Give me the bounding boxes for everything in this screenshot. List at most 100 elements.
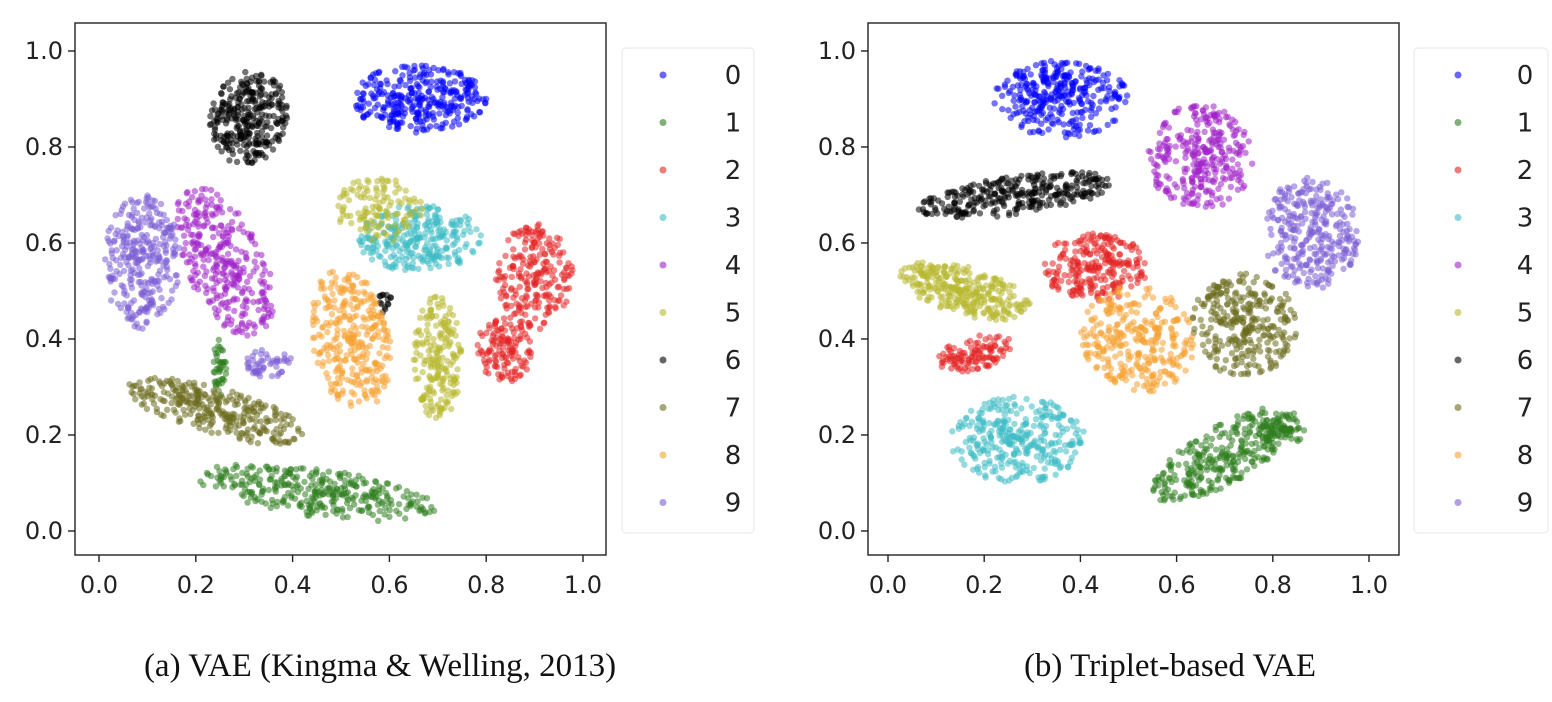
scatter-point-6 [258, 71, 265, 79]
scatter-point-8 [384, 332, 392, 340]
scatter-point-4 [177, 224, 185, 231]
scatter-point-2 [501, 320, 509, 327]
scatter-point-3 [1011, 400, 1018, 408]
scatter-point-0 [1053, 64, 1061, 72]
scatter-point-2 [507, 314, 514, 321]
scatter-point-4 [208, 201, 215, 208]
scatter-point-4 [236, 269, 243, 277]
scatter-point-0 [483, 95, 490, 103]
scatter-point-2 [554, 284, 561, 291]
scatter-point-3 [961, 461, 968, 468]
scatter-point-8 [384, 344, 391, 352]
scatter-point-3 [989, 468, 996, 475]
scatter-point-2 [969, 365, 976, 373]
scatter-point-2 [1077, 237, 1084, 244]
scatter-point-0 [420, 127, 428, 134]
scatter-points-a [102, 62, 576, 524]
scatter-point-7 [267, 417, 274, 424]
scatter-point-1 [1269, 439, 1277, 447]
scatter-point-2 [492, 318, 500, 325]
scatter-point-6 [380, 291, 387, 299]
scatter-point-1 [423, 495, 431, 502]
scatter-point-2 [976, 332, 983, 339]
scatter-point-8 [348, 351, 355, 358]
scatter-point-3 [1076, 439, 1083, 447]
scatter-point-1 [200, 481, 207, 489]
scatter-point-1 [402, 515, 409, 522]
scatter-point-0 [443, 104, 450, 111]
scatter-point-1 [265, 486, 272, 494]
scatter-point-7 [263, 428, 270, 435]
scatter-point-2 [1104, 268, 1112, 276]
scatter-point-3 [1054, 415, 1061, 422]
scatter-point-0 [408, 105, 415, 112]
scatter-point-0 [365, 100, 372, 107]
scatter-point-0 [469, 99, 476, 107]
scatter-point-4 [189, 193, 196, 201]
scatter-point-8 [325, 357, 333, 365]
scatter-point-9 [145, 252, 153, 260]
scatter-point-0 [1065, 129, 1072, 137]
scatter-point-9 [149, 203, 157, 210]
scatter-point-9 [160, 242, 168, 250]
scatter-point-0 [1092, 110, 1100, 117]
scatter-point-0 [1035, 128, 1043, 135]
scatter-point-1 [274, 498, 281, 506]
scatter-point-7 [272, 439, 280, 446]
scatter-point-0 [1009, 83, 1017, 91]
scatter-point-5 [443, 368, 450, 375]
scatter-point-1 [300, 465, 307, 472]
scatter-point-1 [316, 477, 324, 484]
scatter-point-0 [467, 80, 474, 87]
scatter-point-1 [364, 504, 371, 511]
scatter-point-1 [369, 511, 377, 519]
scatter-point-6 [261, 78, 268, 85]
scatter-point-4 [1206, 137, 1213, 144]
scatter-point-0 [1050, 78, 1057, 86]
scatter-point-3 [381, 258, 389, 265]
scatter-point-7 [208, 429, 215, 436]
scatter-point-2 [527, 353, 534, 360]
scatter-point-8 [361, 279, 369, 286]
scatter-point-4 [250, 268, 257, 275]
scatter-point-4 [218, 209, 226, 216]
scatter-point-4 [201, 272, 209, 280]
scatter-point-2 [539, 228, 546, 235]
scatter-point-2 [542, 279, 550, 287]
scatter-point-8 [323, 346, 330, 353]
scatter-point-9 [129, 315, 136, 323]
scatter-point-8 [318, 282, 325, 289]
scatter-point-0 [1090, 92, 1097, 100]
scatter-point-3 [1030, 441, 1037, 449]
scatter-point-0 [1038, 71, 1045, 79]
scatter-point-4 [215, 307, 222, 314]
scatter-point-3 [1024, 429, 1031, 436]
scatter-point-3 [959, 423, 966, 430]
scatter-point-9 [130, 245, 137, 252]
scatter-point-2 [1116, 251, 1123, 258]
scatter-point-8 [369, 390, 376, 398]
scatter-point-0 [417, 106, 425, 113]
scatter-point-1 [213, 463, 221, 471]
scatter-point-5 [444, 398, 452, 405]
scatter-point-1 [1185, 470, 1192, 477]
scatter-point-2 [512, 371, 519, 379]
scatter-point-7 [194, 416, 202, 423]
x-tick-label: 0.2 [177, 571, 215, 599]
scatter-point-1 [262, 500, 269, 507]
scatter-point-2 [1071, 278, 1079, 285]
scatter-point-1 [248, 488, 256, 496]
scatter-point-9 [155, 305, 163, 313]
scatter-point-5 [394, 210, 401, 217]
scatter-point-3 [1048, 412, 1055, 420]
scatter-point-5 [971, 314, 978, 321]
scatter-point-3 [1073, 418, 1080, 425]
scatter-point-3 [1037, 433, 1045, 441]
scatter-point-7 [196, 399, 203, 406]
scatter-point-4 [229, 227, 236, 234]
scatter-point-2 [528, 244, 536, 252]
scatter-point-0 [375, 69, 382, 77]
scatter-point-8 [323, 341, 331, 349]
scatter-point-7 [148, 390, 155, 398]
scatter-point-0 [1059, 89, 1066, 96]
